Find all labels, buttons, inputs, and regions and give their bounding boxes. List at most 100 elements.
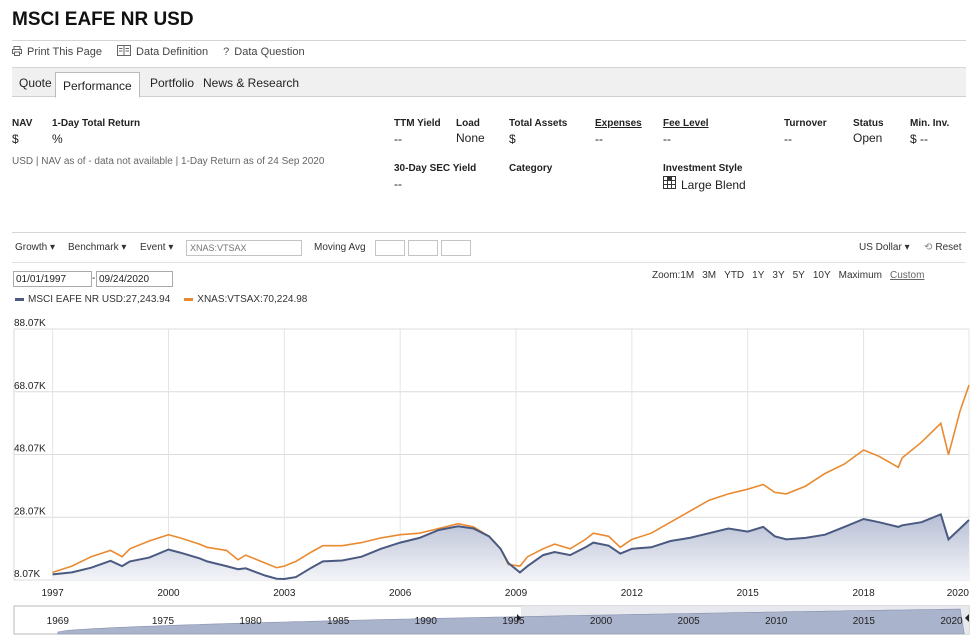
navigator-label: 1980: [239, 616, 262, 627]
investment-style-label: Investment Style: [663, 163, 743, 174]
ttm-yield-value: --: [394, 132, 402, 146]
x-tick-label: 2018: [852, 588, 875, 599]
x-tick-label: 2015: [737, 588, 760, 599]
reset-icon: ⟲: [924, 242, 933, 253]
navigator-label: 2010: [765, 616, 788, 627]
sec-yield-label: 30-Day SEC Yield: [394, 163, 477, 174]
zoom-3m[interactable]: 3M: [702, 270, 717, 281]
navigator-label: 2000: [590, 616, 613, 627]
x-tick-label: 2012: [621, 588, 644, 599]
end-date-input[interactable]: [96, 271, 173, 287]
compare-input[interactable]: [186, 240, 302, 256]
growth-chart[interactable]: 88.07K 68.07K 48.07K 28.07K 8.07K 1997 2000 20…: [0, 318, 977, 606]
navigator-area: [57, 608, 965, 635]
growth-dropdown[interactable]: Growth ▾: [15, 242, 56, 253]
as-of-note: USD | NAV as of - data not available | 1…: [12, 156, 325, 167]
data-definition-link[interactable]: Data Definition: [117, 45, 208, 59]
tab-portfolio[interactable]: Portfolio: [150, 76, 195, 90]
zoom-3y[interactable]: 3Y: [772, 270, 785, 281]
zoom-ytd[interactable]: YTD: [724, 270, 745, 281]
total-assets-label: Total Assets: [509, 118, 568, 129]
tab-news-research[interactable]: News & Research: [203, 76, 300, 90]
legend-item-fund[interactable]: XNAS:VTSAX:70,224.98: [184, 294, 307, 305]
x-tick-label: 1997: [41, 588, 64, 599]
chart-legend: MSCI EAFE NR USD:27,243.94 XNAS:VTSAX:70…: [15, 294, 307, 305]
zoom-label: Zoom:: [652, 270, 681, 281]
currency-dropdown[interactable]: US Dollar ▾: [859, 242, 910, 253]
navigator-right-handle[interactable]: [965, 614, 969, 622]
navigator-label: 1995: [502, 616, 525, 627]
series-line-index: [52, 512, 970, 581]
question-icon: ?: [223, 46, 230, 58]
legend-swatch-index: [15, 297, 24, 301]
reset-button[interactable]: ⟲ Reset: [924, 242, 962, 253]
zoom-1y[interactable]: 1Y: [752, 270, 765, 281]
chart-controls: Growth ▾ Benchmark ▾ Event ▾ Moving Avg …: [12, 232, 966, 263]
turnover-label: Turnover: [784, 118, 827, 129]
fee-level-link[interactable]: Fee Level: [663, 118, 709, 129]
legend-text-fund: XNAS:VTSAX:70,224.98: [197, 294, 308, 305]
navigator-label: 2020: [940, 616, 963, 627]
reset-label: Reset: [935, 242, 962, 253]
expenses-value: --: [595, 132, 603, 146]
navigator-label: 1990: [415, 616, 438, 627]
navigator-label: 2005: [678, 616, 701, 627]
range-navigator[interactable]: 1969 1975 1980 1985 1990 1995 2000 2005 2010 2015…: [0, 604, 977, 640]
legend-item-index[interactable]: MSCI EAFE NR USD:27,243.94: [15, 294, 170, 305]
zoom-10y[interactable]: 10Y: [812, 270, 831, 281]
y-tick-label: 88.07K: [14, 318, 46, 329]
status-value: Open: [853, 131, 883, 145]
navigator-left-handle[interactable]: [517, 614, 521, 622]
zoom-5y[interactable]: 5Y: [792, 270, 805, 281]
moving-avg-input-1[interactable]: [375, 240, 405, 256]
print-page-link[interactable]: Print This Page: [12, 45, 102, 59]
event-dropdown[interactable]: Event ▾: [140, 242, 174, 253]
nav-label: NAV: [12, 118, 33, 129]
style-box-icon: [663, 176, 676, 194]
tab-quote[interactable]: Quote: [19, 76, 52, 90]
load-value: None: [456, 131, 485, 145]
total-assets-value: $: [509, 132, 516, 146]
page-title: MSCI EAFE NR USD: [12, 9, 194, 30]
moving-avg-input-2[interactable]: [408, 240, 438, 256]
day-return-value: %: [52, 132, 63, 146]
investment-style-value: Large Blend: [681, 178, 746, 192]
moving-avg-label: Moving Avg: [314, 242, 366, 253]
series-line-fund: [52, 384, 970, 574]
status-label: Status: [853, 118, 884, 129]
fee-level-value: --: [663, 132, 671, 146]
data-definition-label: Data Definition: [136, 46, 209, 58]
tab-performance[interactable]: Performance: [55, 72, 140, 98]
y-tick-label: 48.07K: [14, 444, 46, 455]
data-question-link[interactable]: ? Data Question: [223, 46, 304, 58]
y-tick-label: 68.07K: [14, 381, 46, 392]
benchmark-dropdown[interactable]: Benchmark ▾: [68, 242, 127, 253]
printer-icon: [12, 45, 22, 59]
investment-style: Large Blend: [663, 176, 746, 194]
legend-text-index: MSCI EAFE NR USD:27,243.94: [28, 294, 171, 305]
zoom-options: Zoom: 1M 3M YTD 1Y 3Y 5Y 10Y Maximum Cus…: [652, 270, 924, 281]
navigator-label: 2015: [853, 616, 876, 627]
zoom-1m[interactable]: 1M: [680, 270, 695, 281]
data-question-label: Data Question: [234, 46, 305, 58]
x-tick-label: 2003: [273, 588, 296, 599]
navigator-label: 1975: [152, 616, 175, 627]
expenses-link[interactable]: Expenses: [595, 118, 642, 129]
start-date-input[interactable]: [13, 271, 92, 287]
y-tick-label: 28.07K: [14, 506, 46, 517]
moving-avg-input-3[interactable]: [441, 240, 471, 256]
load-label: Load: [456, 118, 480, 129]
tab-bar: Quote Performance Portfolio News & Resea…: [12, 67, 966, 98]
y-tick-label: 8.07K: [14, 569, 40, 580]
x-tick-label: 2000: [157, 588, 180, 599]
zoom-maximum[interactable]: Maximum: [838, 270, 882, 281]
nav-value: $: [12, 132, 19, 146]
x-tick-label: 2020: [947, 588, 970, 599]
legend-swatch-fund: [184, 297, 194, 301]
zoom-custom[interactable]: Custom: [890, 270, 925, 281]
sec-yield-value: --: [394, 177, 402, 191]
date-separator: -: [92, 273, 96, 284]
navigator-label: 1969: [47, 616, 70, 627]
day-return-label: 1-Day Total Return: [52, 118, 141, 129]
min-inv-label: Min. Inv.: [910, 118, 950, 129]
